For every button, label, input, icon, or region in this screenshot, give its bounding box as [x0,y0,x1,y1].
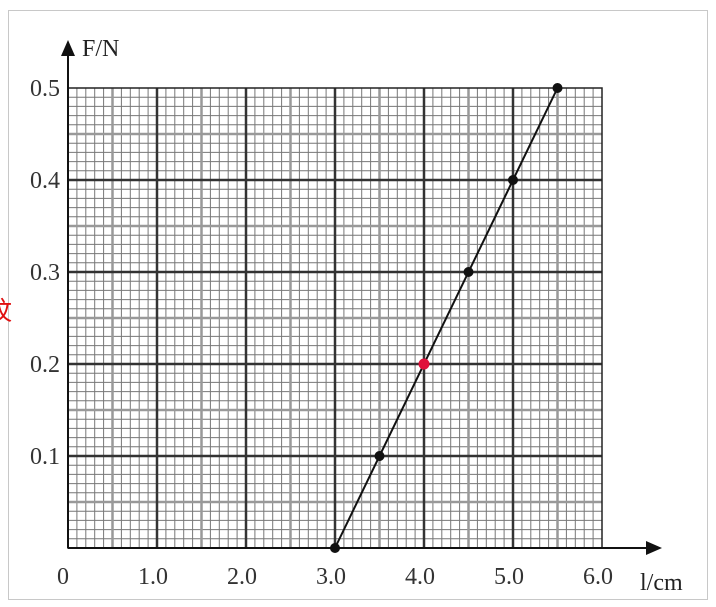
x-tick-label: 4.0 [405,564,435,590]
data-point [552,83,563,93]
x-tick-label: 2.0 [227,564,257,590]
major-grid [68,88,602,548]
y-tick-label: 0.3 [30,260,60,286]
data-points [330,83,563,553]
data-point [508,175,518,185]
x-axis-arrow [646,541,662,555]
x-tick-label: 3.0 [316,564,346,590]
chart-frame [8,10,708,600]
y-tick-label: 0.1 [30,444,60,470]
data-point [463,267,474,277]
x-tick-label: 5.0 [494,564,524,590]
y-tick-label: 0.2 [30,352,60,378]
fit-line [334,87,559,549]
highlighted-data-point [418,358,430,370]
y-tick-label: 0.4 [30,168,60,194]
x-tick-label: 6.0 [583,564,613,590]
side-mark-glyph: 纹 [0,297,12,327]
y-axis-arrow [61,40,75,56]
origin-label: 0 [57,564,69,590]
x-axis-title: l/cm [640,570,683,596]
y-tick-labels: 0.1 0.2 0.3 0.4 0.5 [30,76,60,470]
data-point [374,451,385,461]
y-tick-label: 0.5 [30,76,60,102]
data-point [330,543,340,553]
fit-line-segment [334,87,559,549]
x-tick-labels: 1.0 2.0 3.0 4.0 5.0 6.0 [138,564,613,590]
x-tick-label: 1.0 [138,564,168,590]
y-axis-title: F/N [82,36,119,62]
